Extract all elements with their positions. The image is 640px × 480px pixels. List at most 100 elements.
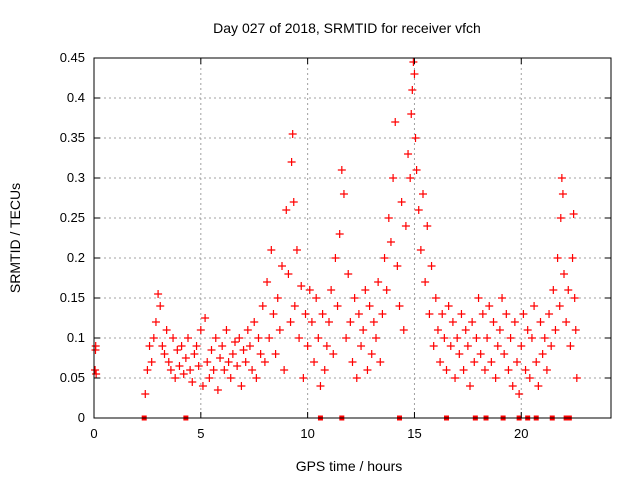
data-point [534,382,543,390]
data-point [510,318,519,326]
data-point [401,222,410,230]
data-point [151,318,160,326]
data-point [342,334,351,342]
data-point [409,58,418,66]
data-point [365,302,374,310]
data-point [92,370,101,378]
data-point [551,326,560,334]
data-point [339,190,348,198]
data-point [269,310,278,318]
data-point [216,354,225,362]
data-point [289,198,298,206]
data-point [239,346,248,354]
data-point [523,326,532,334]
y-tick-labels: 0 0.05 0.1 0.15 0.2 0.25 0.3 0.35 0.4 0.45 [60,50,85,425]
data-point [478,310,487,318]
data-point [399,326,408,334]
data-point [243,326,252,334]
x-axis-label: GPS time / hours [296,458,403,474]
data-point [508,382,517,390]
data-point [156,302,165,310]
data-point [327,286,336,294]
y-tick-label: 0.45 [60,50,85,65]
data-point [171,374,180,382]
data-point [549,286,558,294]
x-tick-label: 5 [197,426,204,441]
data-point [175,362,184,370]
data-point [299,374,308,382]
data-point [222,326,231,334]
data-point [235,334,244,342]
data-point [303,342,312,350]
y-tick-label: 0.25 [60,210,85,225]
x-tick-label: 15 [407,426,421,441]
y-tick-label: 0.2 [67,250,85,265]
data-point [438,310,447,318]
data-point [211,334,220,342]
data-point [558,190,567,198]
data-point [260,358,269,366]
data-point [284,270,293,278]
data-point [287,158,296,166]
data-point [555,302,564,310]
data-point [325,318,333,326]
data-point [190,350,199,358]
data-point [374,278,383,286]
data-point [513,358,521,366]
data-point [451,374,460,382]
data-point [395,302,404,310]
data-point [188,378,197,386]
data-point [569,210,578,218]
data-point [177,342,186,350]
data-point [316,382,325,390]
data-point [348,358,357,366]
data-point [312,294,321,302]
data-point [329,350,338,358]
data-point [164,358,173,366]
data-point [354,310,363,318]
data-point [483,334,492,342]
data-point [280,366,289,374]
data-point [252,374,261,382]
data-point [446,342,455,350]
data-point [560,270,568,278]
data-point [337,166,346,174]
data-point [256,350,265,358]
data-point [263,278,272,286]
data-point [196,326,205,334]
data-point [442,366,451,374]
data-point [297,282,306,290]
data-point [547,342,556,350]
data-point [186,366,195,374]
data-point [271,350,280,358]
y-tick-label: 0.1 [67,330,85,345]
data-point [207,346,216,354]
data-point [372,334,380,342]
data-point [184,334,192,342]
data-point [361,286,370,294]
data-point [245,342,254,350]
data-point [487,358,496,366]
data-point [429,342,438,350]
data-point [192,342,201,350]
data-point [436,358,445,366]
data-point [305,286,314,294]
data-point [472,334,481,342]
data-point [282,206,291,214]
data-point [286,318,295,326]
data-point [391,118,400,126]
data-point [545,310,554,318]
data-point [220,366,229,374]
data-point [181,354,190,362]
data-point [241,358,250,366]
data-point [226,374,235,382]
data-point [532,358,541,366]
data-point [382,286,391,294]
data-point [411,134,420,142]
data-point [295,334,304,342]
data-points [91,58,581,421]
data-point [455,350,464,358]
data-point [421,278,430,286]
grid-lines [94,58,611,418]
data-point [350,294,359,302]
